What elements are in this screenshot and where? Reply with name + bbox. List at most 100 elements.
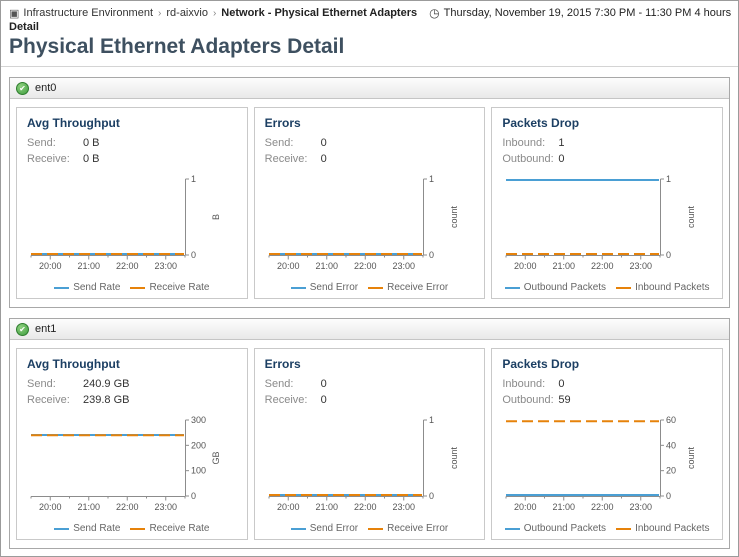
adapter-panel-ent0: ✔ ent0 Avg Throughput Send: 0 B Receive: 0… bbox=[9, 77, 730, 308]
svg-text:23:00: 23:00 bbox=[154, 261, 177, 271]
timeframe-label: Thursday, November 19, 2015 7:30 PM - 11… bbox=[443, 7, 732, 19]
legend-label: Send Rate bbox=[73, 282, 121, 293]
svg-text:B: B bbox=[211, 214, 221, 220]
metric-card-throughput: Avg Throughput Send: 240.9 GB Receive: 239… bbox=[16, 348, 248, 540]
errors-chart[interactable]: 20:00 21:00 22:00 23:00 0 1 count bbox=[265, 171, 475, 281]
stat-label: Send: bbox=[27, 378, 56, 390]
stat-label: Inbound: bbox=[502, 137, 546, 149]
legend-label: Receive Error bbox=[387, 523, 449, 534]
status-ok-icon: ✔ bbox=[16, 81, 29, 95]
legend-swatch bbox=[368, 527, 384, 530]
environment-icon: ▣ bbox=[9, 7, 20, 20]
chart-legend: Send Rate Receive Rate bbox=[27, 282, 237, 293]
legend-swatch bbox=[290, 527, 306, 530]
breadcrumb-separator: › bbox=[158, 7, 162, 19]
stat-label: Send: bbox=[264, 378, 294, 390]
section-label: Detail bbox=[9, 21, 39, 33]
adapter-panel-header: ✔ ent1 bbox=[10, 319, 729, 340]
svg-text:20: 20 bbox=[666, 466, 676, 476]
adapter-panel-ent1: ✔ ent1 Avg Throughput Send: 240.9 GB Rece… bbox=[9, 318, 730, 549]
breadcrumb-item-current: Network - Physical Ethernet Adapters bbox=[221, 7, 418, 19]
packets-drop-chart[interactable]: 20:00 21:00 22:00 23:00 0 1 count bbox=[502, 171, 712, 281]
svg-text:23:00: 23:00 bbox=[392, 502, 415, 512]
breadcrumb-item-host[interactable]: rd-aixvio bbox=[166, 7, 208, 19]
svg-text:23:00: 23:00 bbox=[630, 261, 653, 271]
throughput-chart[interactable]: 20:00 21:00 22:00 23:00 0 100 200 300 GB bbox=[27, 412, 237, 522]
card-title: Errors bbox=[264, 357, 301, 371]
stat-value: 0 B bbox=[83, 137, 100, 149]
card-title: Packets Drop bbox=[502, 357, 580, 371]
svg-text:0: 0 bbox=[666, 491, 671, 501]
svg-text:1: 1 bbox=[429, 415, 434, 425]
breadcrumb-item-infrastructure[interactable]: Infrastructure Environment bbox=[23, 7, 154, 19]
svg-text:22:00: 22:00 bbox=[116, 261, 139, 271]
adapter-panel-body: Avg Throughput Send: 0 B Receive: 0 B 20:0… bbox=[10, 99, 729, 307]
card-title: Avg Throughput bbox=[27, 116, 120, 130]
svg-text:20:00: 20:00 bbox=[514, 261, 537, 271]
svg-text:22:00: 22:00 bbox=[591, 502, 614, 512]
svg-text:300: 300 bbox=[191, 415, 206, 425]
adapter-name: ent1 bbox=[35, 323, 57, 335]
legend-label: Inbound Packets bbox=[635, 282, 710, 293]
svg-text:0: 0 bbox=[666, 250, 671, 260]
toolbar-right: ▤ Reports ▼ bbox=[731, 6, 738, 20]
svg-text:21:00: 21:00 bbox=[77, 502, 100, 512]
svg-text:count: count bbox=[449, 446, 459, 469]
legend-label: Send Error bbox=[309, 282, 359, 293]
svg-text:21:00: 21:00 bbox=[553, 261, 576, 271]
metric-card-packets-drop: Packets Drop Inbound: 1 Outbound: 0 20:00 2… bbox=[491, 107, 724, 299]
stat-value: 0 bbox=[320, 394, 327, 406]
stat-label: Receive: bbox=[27, 153, 70, 165]
stat-label: Receive: bbox=[264, 153, 308, 165]
svg-text:1: 1 bbox=[666, 174, 671, 184]
status-ok-icon: ✔ bbox=[16, 322, 29, 336]
stat-value: 1 bbox=[558, 137, 565, 149]
stat-value: 0 bbox=[558, 153, 565, 165]
svg-text:21:00: 21:00 bbox=[315, 261, 338, 271]
stat-value: 0 bbox=[558, 378, 565, 390]
svg-text:22:00: 22:00 bbox=[354, 261, 377, 271]
stat-value: 0 B bbox=[83, 153, 100, 165]
svg-text:count: count bbox=[686, 205, 696, 228]
svg-text:GB: GB bbox=[211, 451, 221, 464]
metric-card-throughput: Avg Throughput Send: 0 B Receive: 0 B 20:0… bbox=[16, 107, 248, 299]
legend-swatch bbox=[54, 527, 70, 530]
legend-label: Outbound Packets bbox=[523, 282, 607, 293]
legend-label: Receive Rate bbox=[149, 282, 210, 293]
svg-text:60: 60 bbox=[666, 415, 676, 425]
svg-text:200: 200 bbox=[191, 440, 206, 450]
adapter-panel-header: ✔ ent0 bbox=[10, 78, 729, 99]
stat-label: Inbound: bbox=[502, 378, 546, 390]
metric-card-errors: Errors Send: 0 Receive: 0 20:00 21:00 22:00 2… bbox=[253, 107, 486, 299]
legend-swatch bbox=[130, 527, 146, 530]
legend-swatch bbox=[616, 527, 632, 530]
svg-text:20:00: 20:00 bbox=[39, 261, 62, 271]
card-title: Packets Drop bbox=[502, 116, 580, 130]
legend-swatch bbox=[54, 286, 70, 289]
legend-label: Inbound Packets bbox=[635, 523, 710, 534]
card-title: Errors bbox=[264, 116, 301, 130]
page-title: Physical Ethernet Adapters Detail bbox=[9, 35, 345, 58]
errors-chart[interactable]: 20:00 21:00 22:00 23:00 0 1 count bbox=[265, 412, 475, 522]
svg-text:20:00: 20:00 bbox=[39, 502, 62, 512]
legend-swatch bbox=[368, 286, 384, 289]
stat-label: Receive: bbox=[264, 394, 308, 406]
svg-text:20:00: 20:00 bbox=[514, 502, 537, 512]
chart-legend: Outbound Packets Inbound Packets bbox=[502, 523, 712, 534]
breadcrumb-separator: › bbox=[212, 7, 217, 19]
throughput-chart[interactable]: 20:00 21:00 22:00 23:00 0 1 B bbox=[27, 171, 237, 281]
stat-value: 0 bbox=[320, 153, 327, 165]
svg-text:21:00: 21:00 bbox=[553, 502, 576, 512]
toolbar: ▣ Infrastructure Environment › rd-aixvio… bbox=[1, 1, 738, 20]
svg-text:count: count bbox=[686, 446, 696, 469]
svg-text:0: 0 bbox=[191, 491, 196, 501]
stat-value: 0 bbox=[320, 378, 327, 390]
timeframe-selector[interactable]: ◷ Thursday, November 19, 2015 7:30 PM - … bbox=[429, 6, 731, 20]
stat-value: 59 bbox=[558, 394, 571, 406]
svg-text:count: count bbox=[449, 205, 459, 228]
stat-value: 239.8 GB bbox=[83, 394, 130, 406]
svg-text:23:00: 23:00 bbox=[154, 502, 177, 512]
svg-text:21:00: 21:00 bbox=[315, 502, 338, 512]
packets-drop-chart[interactable]: 20:00 21:00 22:00 23:00 0 20 40 60 count bbox=[502, 412, 712, 522]
